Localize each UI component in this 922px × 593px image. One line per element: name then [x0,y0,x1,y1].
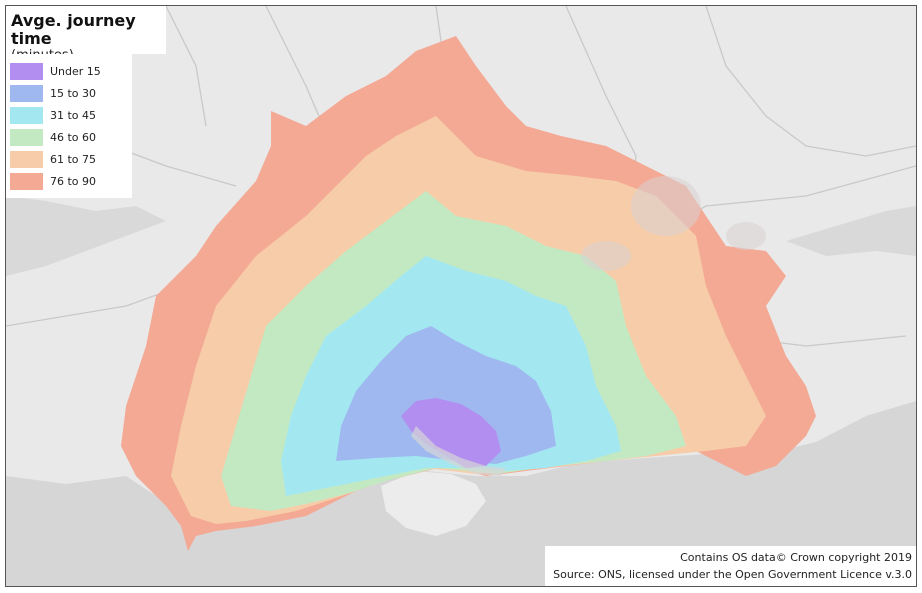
legend-swatch [10,128,43,146]
attribution-line-2: Source: ONS, licensed under the Open Gov… [553,568,912,581]
legend-swatch [10,150,43,168]
map-title-box: Avge. journey time (minutes) [6,6,166,63]
band-15-to-30 [336,326,556,464]
map-frame: Avge. journey time (minutes) Under 15 15… [5,5,917,587]
legend-item: Under 15 [10,60,132,82]
sea-bristol-channel [6,196,166,276]
attribution: Contains OS data© Crown copyright 2019 S… [545,546,916,586]
legend-swatch [10,84,43,102]
legend-label: 15 to 30 [50,86,97,100]
legend-label: 61 to 75 [50,152,97,166]
band-under-15 [401,398,501,468]
legend-item: 31 to 45 [10,104,132,126]
legend-label: 46 to 60 [50,130,97,144]
urban-areas [581,176,766,271]
legend-item: 61 to 75 [10,148,132,170]
legend-swatch [10,106,43,124]
legend-label: Under 15 [50,64,101,78]
map-title: Avge. journey time [11,11,136,48]
legend-swatch [10,172,43,190]
legend-swatch [10,62,43,80]
legend: Under 15 15 to 30 31 to 45 46 to 60 61 t… [6,54,132,198]
legend-item: 15 to 30 [10,82,132,104]
sea-thames-estuary [786,206,916,256]
legend-item: 46 to 60 [10,126,132,148]
legend-item: 76 to 90 [10,170,132,192]
isochrone-map[interactable] [6,6,916,586]
legend-label: 76 to 90 [50,174,97,188]
isle-of-wight [381,471,486,536]
legend-label: 31 to 45 [50,108,97,122]
attribution-line-1: Contains OS data© Crown copyright 2019 [680,551,912,564]
southampton-water [411,426,506,476]
